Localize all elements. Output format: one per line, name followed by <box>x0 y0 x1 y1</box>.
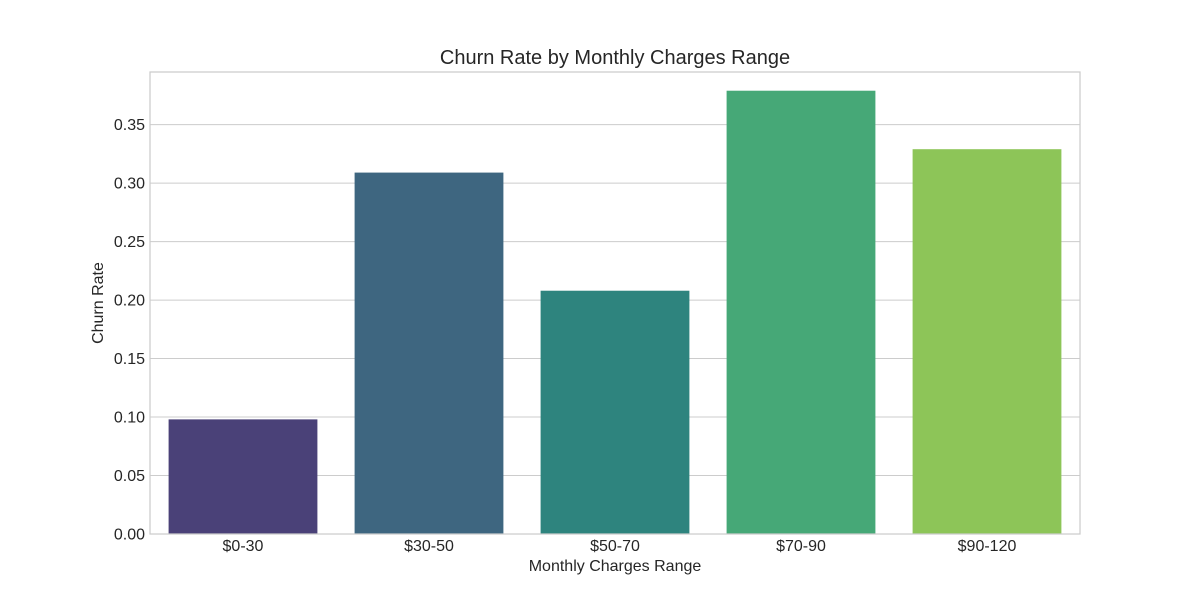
x-tick-label: $0-30 <box>223 538 264 555</box>
y-tick-label: 0.30 <box>114 176 145 193</box>
bars <box>168 90 1062 534</box>
y-axis-label: Churn Rate <box>90 262 107 344</box>
y-tick-labels: 0.00 0.05 0.10 0.15 0.20 0.25 0.30 0.35 <box>114 117 145 543</box>
x-tick-label: $50-70 <box>590 538 640 555</box>
bar <box>354 172 504 534</box>
bar <box>726 90 876 534</box>
y-tick-label: 0.35 <box>114 117 145 134</box>
y-tick-label: 0.05 <box>114 468 145 485</box>
x-tick-labels: $0-30 $30-50 $50-70 $70-90 $90-120 <box>223 538 1017 555</box>
bar <box>912 149 1062 534</box>
y-tick-label: 0.00 <box>114 527 145 544</box>
y-tick-label: 0.20 <box>114 293 145 310</box>
y-tick-label: 0.10 <box>114 410 145 427</box>
y-tick-label: 0.25 <box>114 234 145 251</box>
x-tick-label: $30-50 <box>404 538 454 555</box>
chart-title: Churn Rate by Monthly Charges Range <box>440 47 790 69</box>
bar <box>540 290 690 534</box>
bar <box>168 419 318 534</box>
y-tick-label: 0.15 <box>114 351 145 368</box>
x-axis-label: Monthly Charges Range <box>529 558 702 575</box>
x-tick-label: $90-120 <box>958 538 1017 555</box>
plot-frame <box>149 71 1081 535</box>
x-tick-label: $70-90 <box>776 538 826 555</box>
